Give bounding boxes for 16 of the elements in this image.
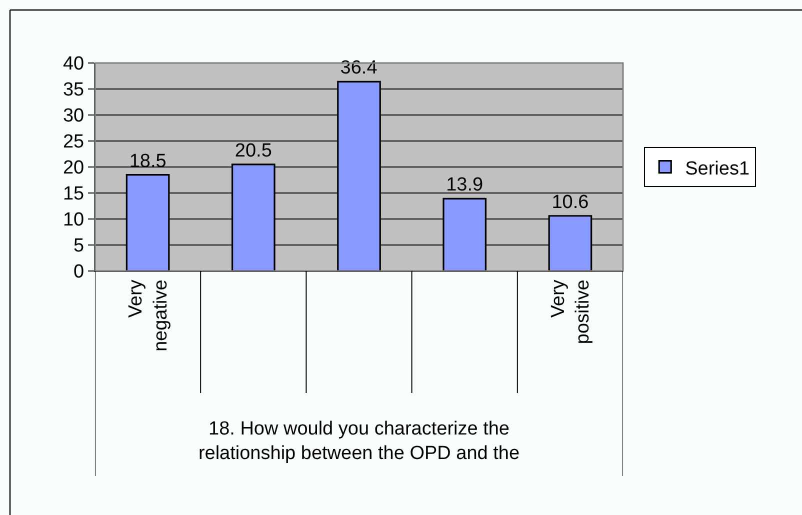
x-axis-title: 18. How would you characterize the relationship between the OPD and the xyxy=(198,418,520,464)
y-tick-label: 40 xyxy=(62,54,84,75)
data-label: 10.6 xyxy=(552,192,589,213)
y-tick-label: 25 xyxy=(62,132,84,153)
y-tick-label: 30 xyxy=(62,106,84,127)
x-tick-label: Very positive xyxy=(548,279,594,344)
data-label: 13.9 xyxy=(446,174,484,196)
x-tick-label: Very negative xyxy=(126,279,172,352)
y-tick-label: 35 xyxy=(62,80,84,101)
y-tick-label: 15 xyxy=(62,184,84,205)
legend-label: Series1 xyxy=(685,158,750,180)
y-tick-label: 20 xyxy=(62,158,84,179)
data-label: 20.5 xyxy=(234,140,272,162)
y-tick-label: 0 xyxy=(74,262,84,283)
y-tick-label: 5 xyxy=(74,236,84,257)
y-tick-label: 10 xyxy=(62,210,84,231)
